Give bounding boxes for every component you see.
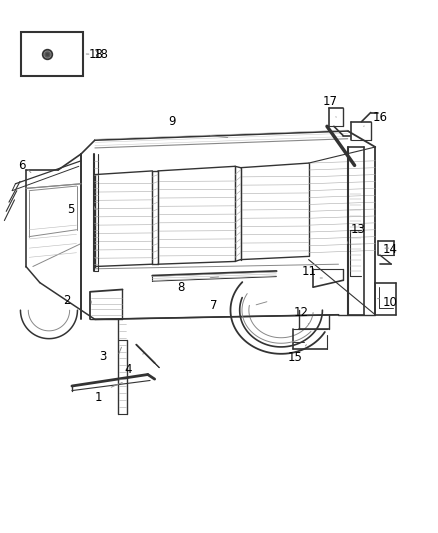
Text: 15: 15 bbox=[288, 351, 303, 364]
Bar bbox=[21, 32, 83, 76]
Text: 9: 9 bbox=[169, 115, 176, 128]
Text: 3: 3 bbox=[99, 350, 107, 362]
Text: 7: 7 bbox=[210, 299, 217, 312]
Text: 13: 13 bbox=[351, 223, 366, 236]
Text: 18: 18 bbox=[89, 47, 104, 61]
Text: 11: 11 bbox=[302, 264, 317, 278]
Text: 17: 17 bbox=[322, 95, 337, 109]
Text: 2: 2 bbox=[63, 294, 70, 308]
Text: 18: 18 bbox=[94, 47, 109, 61]
Text: 14: 14 bbox=[383, 243, 398, 255]
Text: 1: 1 bbox=[95, 391, 102, 404]
Text: 8: 8 bbox=[178, 281, 185, 294]
Text: 12: 12 bbox=[294, 306, 309, 319]
Text: 4: 4 bbox=[125, 364, 132, 376]
Text: 5: 5 bbox=[67, 203, 75, 215]
Text: 10: 10 bbox=[383, 296, 398, 309]
Text: 6: 6 bbox=[18, 159, 26, 172]
Text: 16: 16 bbox=[373, 111, 388, 124]
